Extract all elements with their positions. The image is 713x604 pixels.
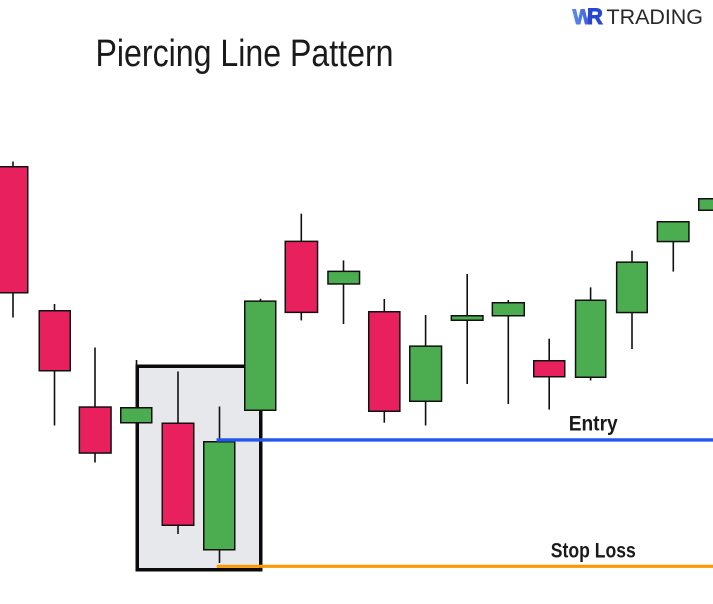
svg-text:TRADING: TRADING <box>607 5 704 29</box>
svg-text:R: R <box>587 4 603 29</box>
svg-text:Entry: Entry <box>569 413 618 436</box>
svg-text:W: W <box>573 5 594 29</box>
svg-text:Piercing Line Pattern: Piercing Line Pattern <box>96 33 394 75</box>
svg-text:Stop Loss: Stop Loss <box>551 538 636 562</box>
